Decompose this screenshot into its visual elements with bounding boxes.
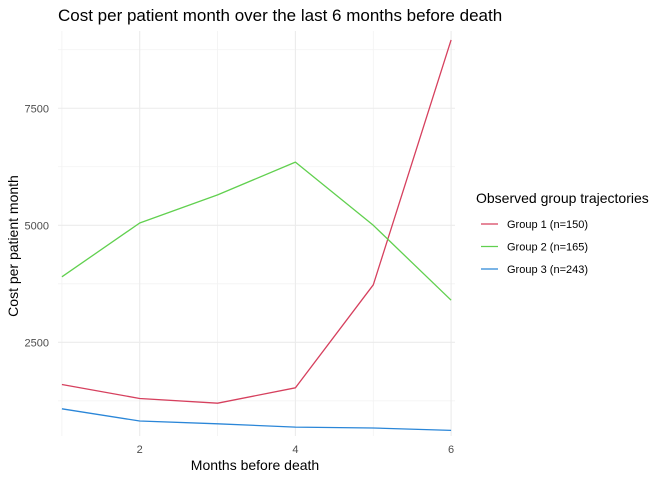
x-axis-title: Months before death: [191, 457, 319, 473]
y-tick-label: 5000: [25, 220, 49, 232]
legend-label-group-2: Group 2 (n=165): [507, 242, 588, 254]
series-line-group-3: [61, 408, 452, 432]
legend-items: Group 1 (n=150) Group 2 (n=165) Group 3 (n…: [481, 219, 588, 276]
series-lines: [61, 39, 452, 432]
grid-minor: [58, 31, 455, 436]
series-line-group-2: [61, 161, 452, 301]
legend-label-group-1: Group 1 (n=150): [507, 219, 588, 231]
legend: Observed group trajectories Group 1 (n=1…: [476, 190, 649, 276]
x-tick-label: 6: [448, 444, 454, 456]
x-tick-label: 2: [137, 444, 143, 456]
legend-label-group-3: Group 3 (n=243): [507, 264, 588, 276]
y-tick-label: 2500: [25, 337, 49, 349]
chart-title: Cost per patient month over the last 6 m…: [58, 6, 502, 25]
grid-major: [58, 31, 455, 436]
legend-title: Observed group trajectories: [476, 190, 649, 206]
tick-labels: 2 4 6 2500 5000 7500: [25, 103, 455, 456]
y-tick-label: 7500: [25, 103, 49, 115]
x-tick-label: 4: [292, 444, 298, 456]
y-axis-title: Cost per patient month: [5, 175, 21, 317]
series-line-group-1: [61, 39, 452, 404]
